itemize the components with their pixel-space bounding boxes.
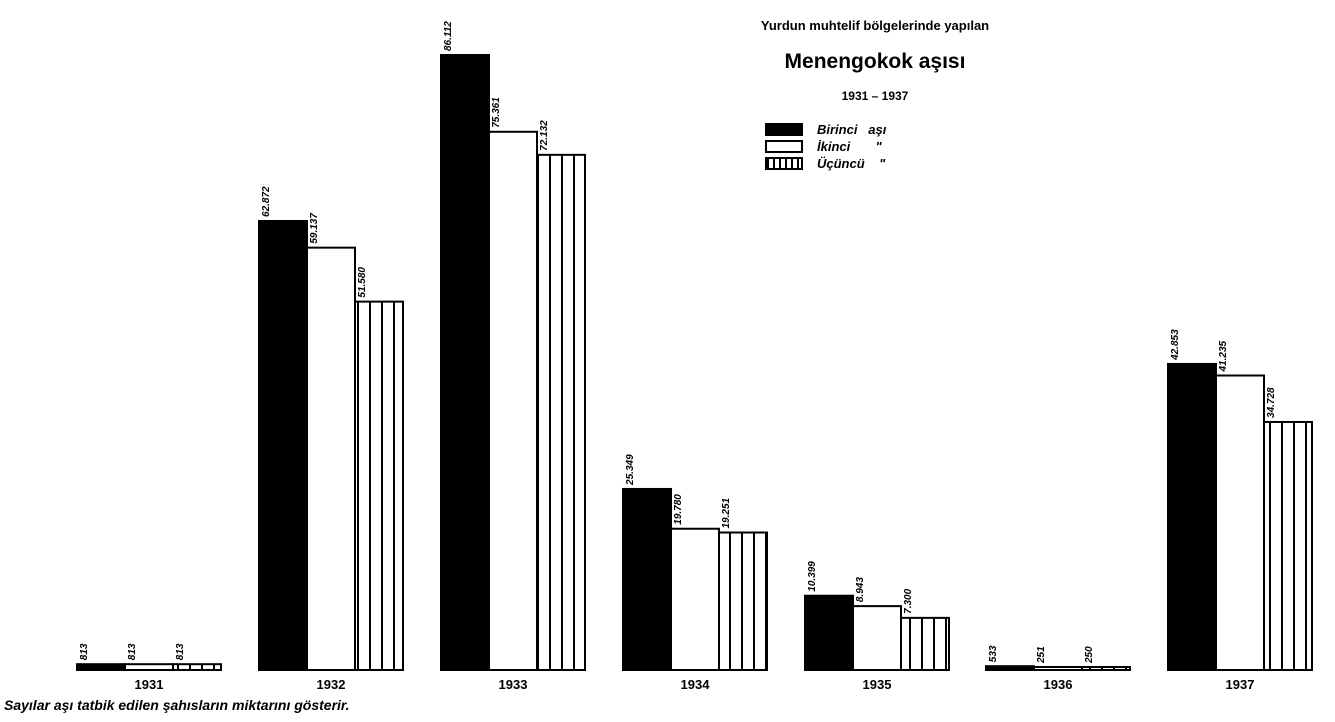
value-label-1933-series-2: 75.361 xyxy=(491,97,502,128)
value-label-1933-series-1: 86.112 xyxy=(443,21,454,51)
bar-1933-series-3 xyxy=(536,153,586,672)
value-label-1934-series-3: 19.251 xyxy=(721,497,732,528)
bar-1932-series-2 xyxy=(306,246,356,671)
bar-1933-series-2 xyxy=(488,130,538,671)
legend-item-ikinci: İkinci " xyxy=(765,138,886,155)
footnote: Sayılar aşı tatbik edilen şahısların mik… xyxy=(4,697,350,713)
bar-1934-series-3 xyxy=(718,531,768,671)
value-label-1931-series-1: 813 xyxy=(79,643,90,660)
chart-title: Menengokok aşısı xyxy=(784,50,966,73)
bar-1931-series-2 xyxy=(124,663,174,671)
value-label-1932-series-2: 59.137 xyxy=(309,213,320,244)
bar-1935-series-1 xyxy=(804,594,854,671)
bar-1937-series-2 xyxy=(1215,374,1265,671)
value-label-1937-series-2: 41.235 xyxy=(1218,340,1229,372)
value-label-1934-series-1: 25.349 xyxy=(625,454,636,486)
bar-1937-series-1 xyxy=(1167,362,1217,671)
bar-1935-series-2 xyxy=(852,605,902,671)
bar-1931-series-1 xyxy=(76,663,126,671)
title-block: Yurdun muhtelif bölgelerinde yapılan Men… xyxy=(700,18,1050,103)
value-label-1932-series-1: 62.872 xyxy=(261,186,272,217)
bar-1934-series-2 xyxy=(670,527,720,671)
value-label-1937-series-1: 42.853 xyxy=(1170,329,1181,361)
value-label-1931-series-2: 813 xyxy=(127,643,138,660)
bar-1932-series-1 xyxy=(258,219,308,671)
bar-1936-series-2 xyxy=(1033,666,1083,671)
value-label-1934-series-2: 19.780 xyxy=(673,494,684,525)
chart-subtitle: 1931 – 1937 xyxy=(841,89,909,103)
bar-1934-series-1 xyxy=(622,487,672,671)
value-label-1936-series-2: 251 xyxy=(1036,646,1047,664)
category-label-1933: 1933 xyxy=(499,677,528,692)
value-label-1933-series-3: 72.132 xyxy=(539,120,550,151)
bar-1932-series-3 xyxy=(354,300,404,671)
value-label-1937-series-3: 34.728 xyxy=(1266,387,1277,418)
legend: Birinci aşı İkinci " Üçüncü " xyxy=(765,121,886,172)
chart-supertitle: Yurdun muhtelif bölgelerinde yapılan xyxy=(760,18,990,33)
category-label-1937: 1937 xyxy=(1226,677,1255,692)
value-label-1932-series-3: 51.580 xyxy=(357,267,368,298)
category-label-1932: 1932 xyxy=(317,677,346,692)
legend-item-birinci: Birinci aşı xyxy=(765,121,886,138)
category-label-1931: 1931 xyxy=(135,677,164,692)
legend-swatch-solid xyxy=(765,123,803,136)
value-label-1935-series-3: 7.300 xyxy=(903,588,914,613)
legend-label-ucuncu: Üçüncü " xyxy=(817,156,886,171)
bar-1935-series-3 xyxy=(900,616,950,671)
category-label-1934: 1934 xyxy=(681,677,711,692)
value-label-1936-series-1: 533 xyxy=(988,645,999,662)
legend-item-ucuncu: Üçüncü " xyxy=(765,155,886,172)
legend-swatch-hatch xyxy=(765,157,803,170)
value-label-1935-series-1: 10.399 xyxy=(807,561,818,592)
category-label-1935: 1935 xyxy=(863,677,892,692)
legend-label-birinci: Birinci aşı xyxy=(817,122,887,137)
value-label-1931-series-3: 813 xyxy=(175,643,186,660)
bar-1936-series-1 xyxy=(985,665,1035,671)
bar-1933-series-1 xyxy=(440,54,490,671)
value-label-1936-series-3: 250 xyxy=(1084,646,1095,664)
bar-1931-series-3 xyxy=(172,663,222,671)
bar-1937-series-3 xyxy=(1263,420,1313,671)
value-label-1935-series-2: 8.943 xyxy=(855,577,866,602)
bar-1936-series-3 xyxy=(1081,666,1131,671)
legend-swatch-white xyxy=(765,140,803,153)
category-label-1936: 1936 xyxy=(1044,677,1073,692)
legend-label-ikinci: İkinci " xyxy=(817,139,882,154)
